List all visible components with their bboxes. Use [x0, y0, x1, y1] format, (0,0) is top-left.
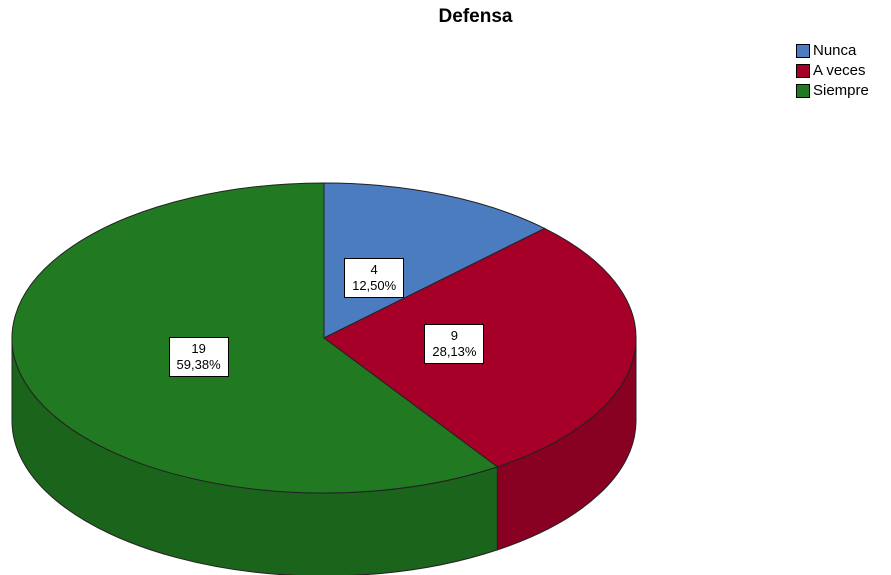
legend-item-siempre: Siempre [796, 81, 869, 101]
legend: Nunca A veces Siempre [796, 41, 869, 101]
data-label-value: 19 [191, 340, 206, 356]
data-label-value: 4 [370, 261, 378, 277]
pie-top [11, 182, 637, 494]
data-label-percent: 12,50% [352, 277, 397, 293]
legend-label: Nunca [813, 42, 857, 59]
legend-item-nunca: Nunca [796, 41, 869, 61]
legend-label: A veces [813, 62, 866, 79]
data-label-value: 9 [450, 328, 459, 344]
data-label: 9 28,13% [424, 324, 485, 365]
legend-swatch [796, 44, 810, 58]
legend-swatch [796, 84, 810, 98]
chart-title: Defensa [438, 6, 513, 27]
legend-item-a-veces: A veces [796, 61, 869, 81]
legend-swatch [796, 64, 810, 78]
data-label: 4 12,50% [344, 257, 405, 298]
pie-slice-siempre [11, 182, 499, 494]
pie-slice-nunca [323, 182, 546, 339]
data-label-percent: 59,38% [176, 356, 221, 372]
data-label: 19 59,38% [168, 336, 229, 377]
legend-label: Siempre [813, 82, 869, 99]
data-label-percent: 28,13% [432, 344, 477, 360]
